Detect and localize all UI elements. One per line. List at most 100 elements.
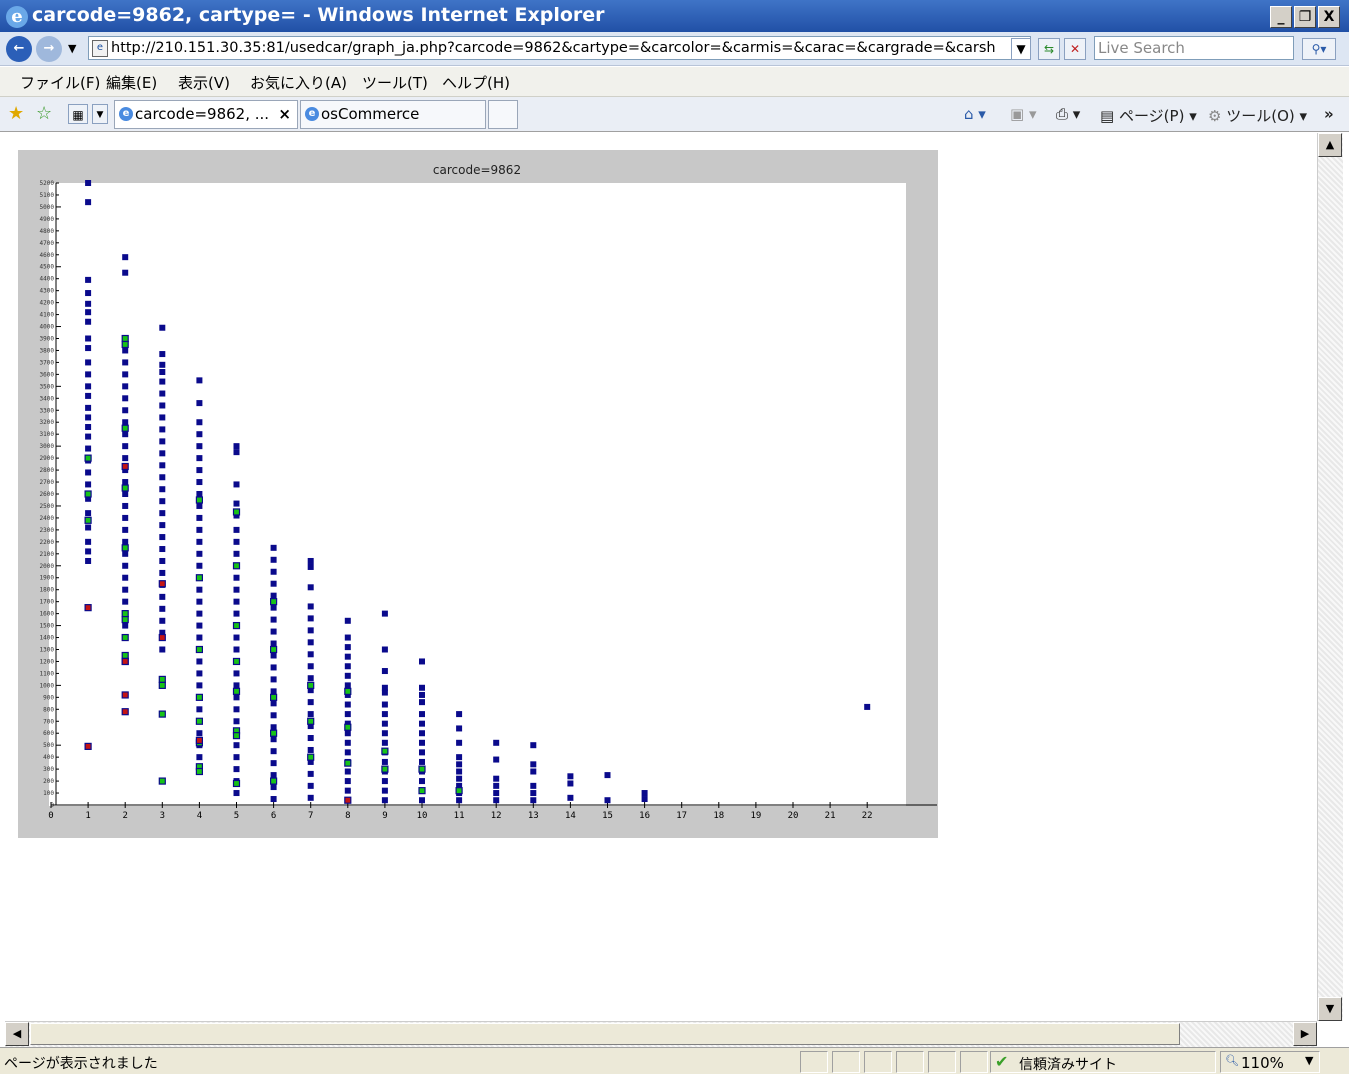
data-point-blue [270,772,277,779]
data-point-blue [85,318,92,325]
zoom-control[interactable]: 🔍︎ 110% ▼ [1220,1051,1320,1073]
data-point-blue [159,486,166,493]
feeds-icon[interactable]: ▣ ▾ [1010,105,1037,123]
search-icon[interactable]: ⚲▾ [1302,38,1336,60]
data-point-blue [159,534,166,541]
y-tick-label: 1900 [40,575,55,582]
favorites-star-icon[interactable]: ★ [8,103,25,124]
data-point-blue [307,711,314,718]
data-point-blue [307,794,314,801]
data-point-blue [85,557,92,564]
scroll-left-icon[interactable]: ◀ [5,1022,29,1046]
menu-view[interactable]: 表示(V) [178,74,230,92]
data-point-blue [159,593,166,600]
data-point-blue [270,760,277,767]
data-point-blue [381,730,388,737]
address-dropdown-icon[interactable]: ▼ [1011,38,1031,60]
tools-menu-button[interactable]: ⚙ ツール(O) ▾ [1208,105,1307,126]
y-tick-label: 4500 [40,264,55,271]
data-point-blue [159,546,166,553]
tab-carcode[interactable]: e carcode=9862, ... × [114,100,298,129]
forward-button[interactable]: → [36,36,62,62]
security-zone[interactable]: ✔ 信頼済みサイト [990,1051,1216,1073]
close-button[interactable]: X [1318,6,1340,28]
search-input[interactable]: Live Search [1094,36,1294,60]
data-point-blue [159,402,166,409]
scroll-up-icon[interactable]: ▲ [1318,133,1342,157]
data-point-blue [307,557,314,564]
address-input[interactable]: e http://210.151.30.35:81/usedcar/graph_… [88,36,1031,60]
data-point-green [418,787,426,795]
data-point-blue [270,784,277,791]
data-point-green [232,732,241,740]
data-point-blue [381,739,388,746]
data-point-blue [159,324,166,331]
y-tick-label: 5000 [40,204,55,211]
x-tick-label: 0 [48,811,53,821]
y-tick-label: 3800 [40,347,55,354]
close-tab-icon[interactable]: × [278,105,291,123]
data-point-blue [344,672,351,679]
data-point-green [270,693,278,701]
data-point-green [307,681,315,689]
page-icon: e [92,40,108,57]
data-point-blue [122,491,129,497]
y-tick-label: 4300 [40,288,55,295]
quick-tabs-icon[interactable]: ▦ [68,104,88,124]
y-tick-label: 2600 [40,491,55,498]
data-point-blue [307,770,314,777]
data-point-blue [493,756,500,763]
menu-tools[interactable]: ツール(T) [362,74,428,92]
new-tab-button[interactable] [488,100,518,129]
more-commands-icon[interactable]: » [1324,105,1334,123]
refresh-icon[interactable]: ⇆ [1038,38,1060,60]
data-point-blue [159,426,166,433]
history-dropdown-icon[interactable]: ▼ [68,42,77,55]
restore-button[interactable]: ❐ [1294,6,1316,28]
menu-edit[interactable]: 編集(E) [106,74,158,92]
data-point-green [121,334,129,343]
data-point-green [195,496,203,504]
data-point-blue [493,775,500,782]
data-point-green [195,717,203,725]
back-button[interactable]: ← [6,36,32,62]
y-tick-label: 2500 [40,503,55,510]
data-point-blue [159,361,166,368]
horizontal-scroll-thumb[interactable] [30,1023,1180,1045]
data-point-red [121,657,129,666]
data-point-blue [233,443,240,450]
y-tick-label: 2400 [40,515,55,522]
data-point-green [270,598,278,606]
data-point-blue [85,510,92,517]
tab-oscommerce[interactable]: e osCommerce [300,100,486,129]
home-icon[interactable]: ⌂ ▾ [964,105,986,123]
add-favorites-icon[interactable]: ☆ [36,103,53,124]
data-point-blue [233,766,240,773]
menu-file[interactable]: ファイル(F) [20,74,101,92]
vertical-scrollbar[interactable]: ▲ ▼ [1317,133,1343,1021]
stop-icon[interactable]: ✕ [1064,38,1086,60]
scroll-right-icon[interactable]: ▶ [1293,1022,1317,1046]
data-point-blue [307,687,314,694]
y-tick-label: 700 [43,718,54,725]
data-point-blue [85,424,92,431]
y-tick-label: 600 [43,730,54,737]
menu-favorites[interactable]: お気に入り(A) [250,74,347,92]
data-point-blue [381,701,388,708]
data-point-blue [196,682,203,689]
data-point-blue [530,761,537,768]
tab-list-dropdown-icon[interactable]: ▼ [92,104,108,124]
data-point-green [455,787,463,795]
menu-help[interactable]: ヘルプ(H) [442,74,510,92]
data-point-green [121,340,129,349]
page-menu-button[interactable]: ▤ ページ(P) ▾ [1100,105,1197,126]
data-point-blue [270,712,277,719]
data-point-blue [270,616,277,623]
scroll-down-icon[interactable]: ▼ [1318,997,1342,1021]
y-tick-label: 3600 [40,371,55,378]
data-point-blue [381,720,388,727]
print-icon[interactable]: ⎙ ▾ [1056,105,1081,123]
data-point-blue [456,797,463,804]
minimize-button[interactable]: _ [1270,6,1292,28]
window-title: carcode=9862, cartype= - Windows Interne… [32,4,605,26]
